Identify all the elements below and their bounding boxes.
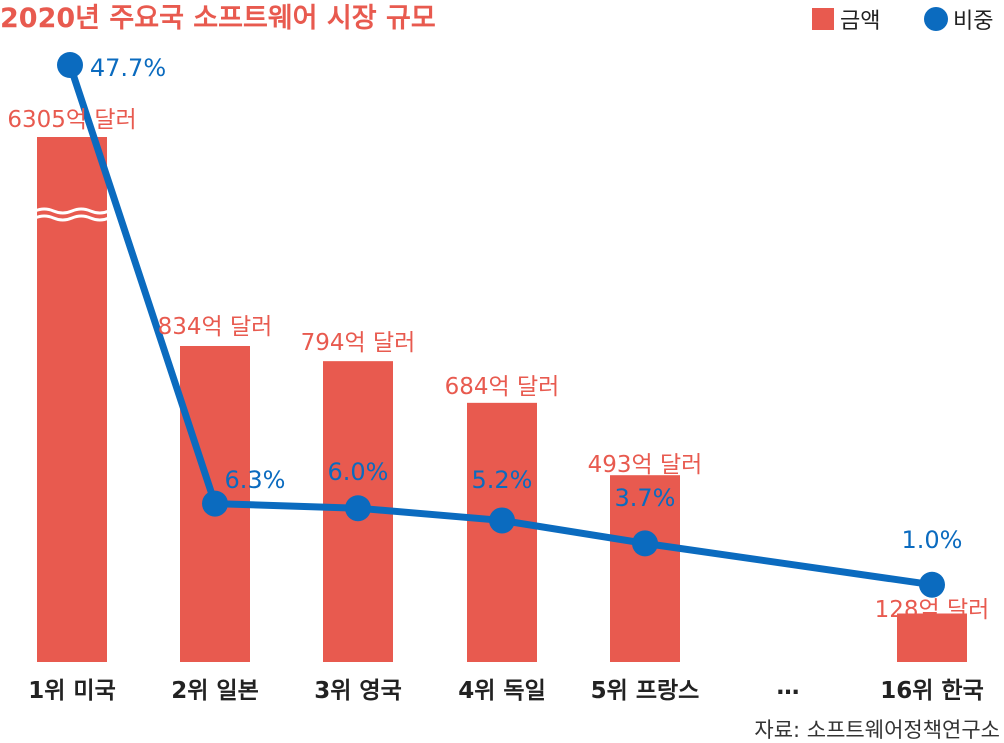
share-line-path (66, 63, 933, 589)
category-label-2: 2위 일본 (171, 678, 259, 704)
category-label-5: 5위 프랑스 (591, 678, 700, 704)
bar-value-label-2: 834억 달러 (158, 314, 273, 340)
category-label-3: 3위 영국 (314, 678, 402, 704)
legend-amount-label: 금액 (840, 9, 880, 34)
share-point-5 (632, 530, 658, 557)
share-point-4 (489, 507, 515, 534)
share-point-2 (202, 490, 228, 517)
share-value-label-6: 1.0% (902, 526, 963, 554)
bar-value-label-6: 128억 달러 (875, 597, 990, 623)
category-label-4: 4위 독일 (458, 678, 546, 704)
bar-value-label-3: 794억 달러 (301, 330, 416, 356)
category-label-1: 1위 미국 (28, 678, 116, 704)
source-note: 자료: 소프트웨어정책연구소 (754, 718, 1000, 742)
chart-title: 2020년 주요국 소프트웨어 시장 규모 (0, 3, 436, 34)
bar-1 (37, 137, 107, 662)
legend-share-label: 비중 (953, 9, 993, 34)
share-point-1 (57, 52, 83, 78)
category-label-6: 16위 한국 (880, 678, 984, 704)
category-gap-ellipsis: … (777, 674, 800, 700)
legend-share-marker (924, 7, 948, 31)
legend: 금액 비중 (812, 7, 993, 34)
share-value-label-1: 47.7% (90, 54, 166, 82)
share-value-label-3: 6.0% (328, 458, 389, 486)
axis-break-wave-top (34, 207, 110, 215)
axis-break-wave-bottom (34, 214, 110, 222)
bar-value-label-1: 6305억 달러 (7, 107, 136, 133)
bar-value-label-4: 684억 달러 (445, 374, 560, 400)
labels: 6305억 달러 834억 달러 794억 달러 684억 달러 493억 달러 128억… (7, 54, 989, 704)
share-line (57, 52, 945, 598)
bar-value-label-5: 493억 달러 (588, 452, 703, 478)
bar-5 (610, 475, 680, 662)
share-value-label-4: 5.2% (472, 466, 533, 494)
share-value-label-2: 6.3% (225, 466, 286, 494)
bar-6 (897, 613, 967, 662)
share-point-6 (919, 571, 945, 598)
share-point-3 (345, 495, 371, 522)
legend-amount-marker (812, 8, 834, 30)
share-value-label-5: 3.7% (615, 484, 676, 512)
